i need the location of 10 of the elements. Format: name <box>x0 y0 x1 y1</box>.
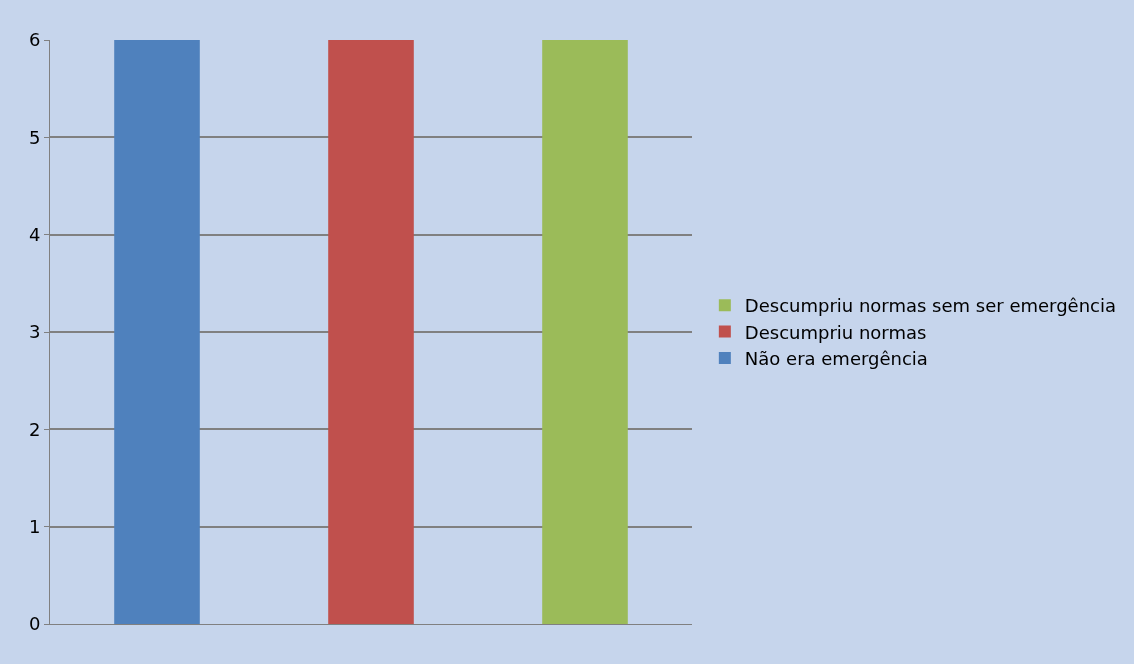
legend-label: Descumpriu normas sem ser emergência <box>744 295 1117 317</box>
legend-label: Não era emergência <box>744 348 928 370</box>
y-tick-label: 4 <box>28 223 41 245</box>
y-tick-label: 2 <box>28 418 41 440</box>
legend-label: Descumpriu normas <box>744 321 927 343</box>
y-tick-label: 3 <box>28 321 41 343</box>
y-tick-label: 1 <box>28 515 41 537</box>
y-tick-label: 0 <box>28 613 41 635</box>
y-tick-label: 6 <box>28 29 41 51</box>
y-tick-label: 5 <box>28 126 41 148</box>
